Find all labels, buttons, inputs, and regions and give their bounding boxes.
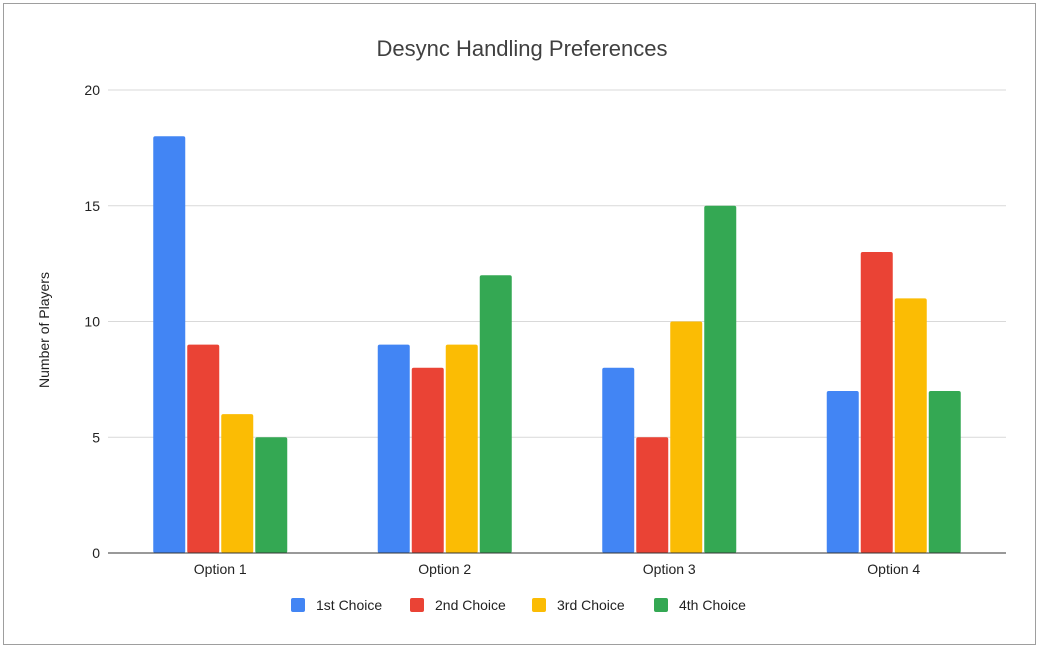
x-tick-label: Option 4	[867, 561, 920, 577]
y-tick-labels: 0 5 10 15 20	[84, 82, 100, 561]
legend-item: 2nd Choice	[410, 597, 506, 613]
legend-label: 3rd Choice	[557, 597, 625, 613]
bar	[445, 344, 478, 553]
bar	[479, 275, 512, 553]
y-tick-label: 5	[92, 429, 100, 445]
legend-item: 3rd Choice	[532, 597, 625, 613]
bar	[636, 437, 669, 553]
bar	[255, 437, 288, 553]
legend: 1st Choice 2nd Choice 3rd Choice 4th Choice	[291, 597, 746, 613]
legend-label: 2nd Choice	[435, 597, 506, 613]
bar	[704, 205, 737, 553]
bar	[860, 252, 893, 554]
legend-swatch	[654, 598, 668, 612]
bar	[153, 136, 186, 554]
y-tick-label: 0	[92, 545, 100, 561]
bar	[377, 344, 410, 553]
bar	[670, 321, 703, 553]
bar	[894, 298, 927, 553]
bar	[187, 344, 220, 553]
x-tick-label: Option 1	[194, 561, 247, 577]
chart-title: Desync Handling Preferences	[376, 36, 667, 61]
bar	[602, 367, 635, 553]
legend-item: 1st Choice	[291, 597, 382, 613]
bar	[221, 414, 254, 553]
bars	[153, 136, 961, 554]
x-tick-label: Option 3	[643, 561, 696, 577]
legend-swatch	[410, 598, 424, 612]
legend-swatch	[532, 598, 546, 612]
legend-label: 4th Choice	[679, 597, 746, 613]
bar	[826, 390, 859, 553]
y-tick-label: 20	[84, 82, 100, 98]
y-axis-label: Number of Players	[36, 272, 52, 388]
bar	[411, 367, 444, 553]
x-tick-labels: Option 1 Option 2 Option 3 Option 4	[194, 561, 921, 577]
legend-swatch	[291, 598, 305, 612]
legend-item: 4th Choice	[654, 597, 746, 613]
y-tick-label: 10	[84, 314, 100, 330]
bar	[928, 390, 961, 553]
y-tick-label: 15	[84, 198, 100, 214]
x-tick-label: Option 2	[418, 561, 471, 577]
legend-label: 1st Choice	[316, 597, 382, 613]
